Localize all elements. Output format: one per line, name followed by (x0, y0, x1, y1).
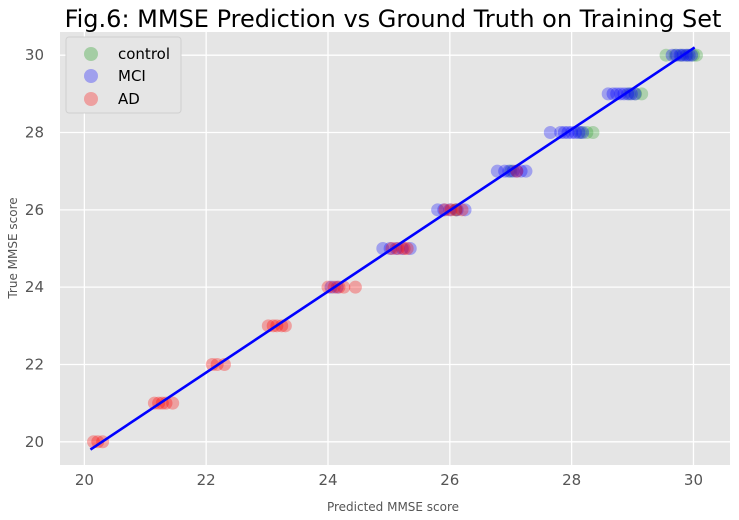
data-point (458, 203, 472, 217)
data-point (91, 435, 105, 449)
data-point (606, 87, 620, 101)
data-point (601, 87, 615, 101)
legend-label-mci: MCI (118, 67, 146, 85)
grid-lines (60, 32, 730, 465)
y-tick-label: 26 (25, 201, 44, 219)
data-point (498, 164, 512, 178)
data-point (659, 48, 673, 62)
data-point (166, 396, 180, 410)
x-tick-label: 28 (562, 471, 581, 489)
data-point (629, 87, 643, 101)
data-point (400, 242, 414, 255)
data-point (574, 126, 588, 140)
y-axis-label: True MMSE score (6, 197, 20, 299)
data-point (431, 203, 445, 217)
x-axis-label: Predicted MMSE score (327, 500, 459, 514)
data-point (506, 164, 520, 178)
y-tick-label: 28 (25, 124, 44, 142)
data-point (613, 87, 627, 101)
data-point (576, 126, 590, 140)
data-point (147, 396, 161, 410)
series-control (449, 48, 703, 217)
regression-line (89, 46, 696, 451)
data-point (623, 87, 636, 101)
data-point (680, 48, 694, 62)
data-point (449, 203, 463, 217)
data-point (519, 164, 533, 178)
legend-marker-ad (84, 92, 98, 106)
series-mci (324, 48, 699, 294)
data-point (572, 126, 586, 140)
data-point (490, 164, 504, 178)
data-point (391, 242, 405, 255)
legend-label-control: control (118, 45, 170, 63)
data-point (665, 48, 679, 62)
chart-title: Fig.6: MMSE Prediction vs Ground Truth o… (65, 5, 722, 33)
data-point (275, 319, 289, 333)
x-tick-label: 30 (684, 471, 703, 489)
data-point (403, 242, 417, 255)
legend-marker-mci (84, 69, 98, 83)
data-point (635, 87, 649, 101)
legend-marker-control (84, 47, 98, 61)
legend-box (65, 36, 182, 114)
data-point (543, 126, 557, 140)
legend-label-ad: AD (118, 90, 140, 108)
data-point (586, 126, 600, 140)
data-point (348, 280, 362, 294)
x-tick-label: 20 (75, 471, 94, 489)
y-tick-label: 20 (25, 433, 44, 451)
data-point (397, 242, 411, 255)
fit-line-layer (89, 46, 696, 451)
y-tick-labels: 20 22 24 26 28 30 (25, 46, 44, 451)
data-point (690, 48, 703, 62)
x-tick-label: 26 (440, 471, 459, 489)
data-point (565, 126, 579, 140)
y-tick-label: 24 (25, 278, 44, 296)
y-tick-label: 30 (25, 46, 44, 64)
data-point (449, 203, 463, 217)
data-point (580, 126, 594, 140)
legend: control MCI AD (65, 36, 182, 114)
x-tick-labels: 20 22 24 26 28 30 (75, 471, 703, 489)
x-tick-label: 24 (318, 471, 337, 489)
data-point (332, 280, 346, 294)
data-point (514, 164, 528, 178)
y-tick-label: 22 (25, 355, 44, 373)
x-tick-label: 22 (197, 471, 216, 489)
data-point (438, 203, 452, 217)
data-point (455, 203, 469, 217)
